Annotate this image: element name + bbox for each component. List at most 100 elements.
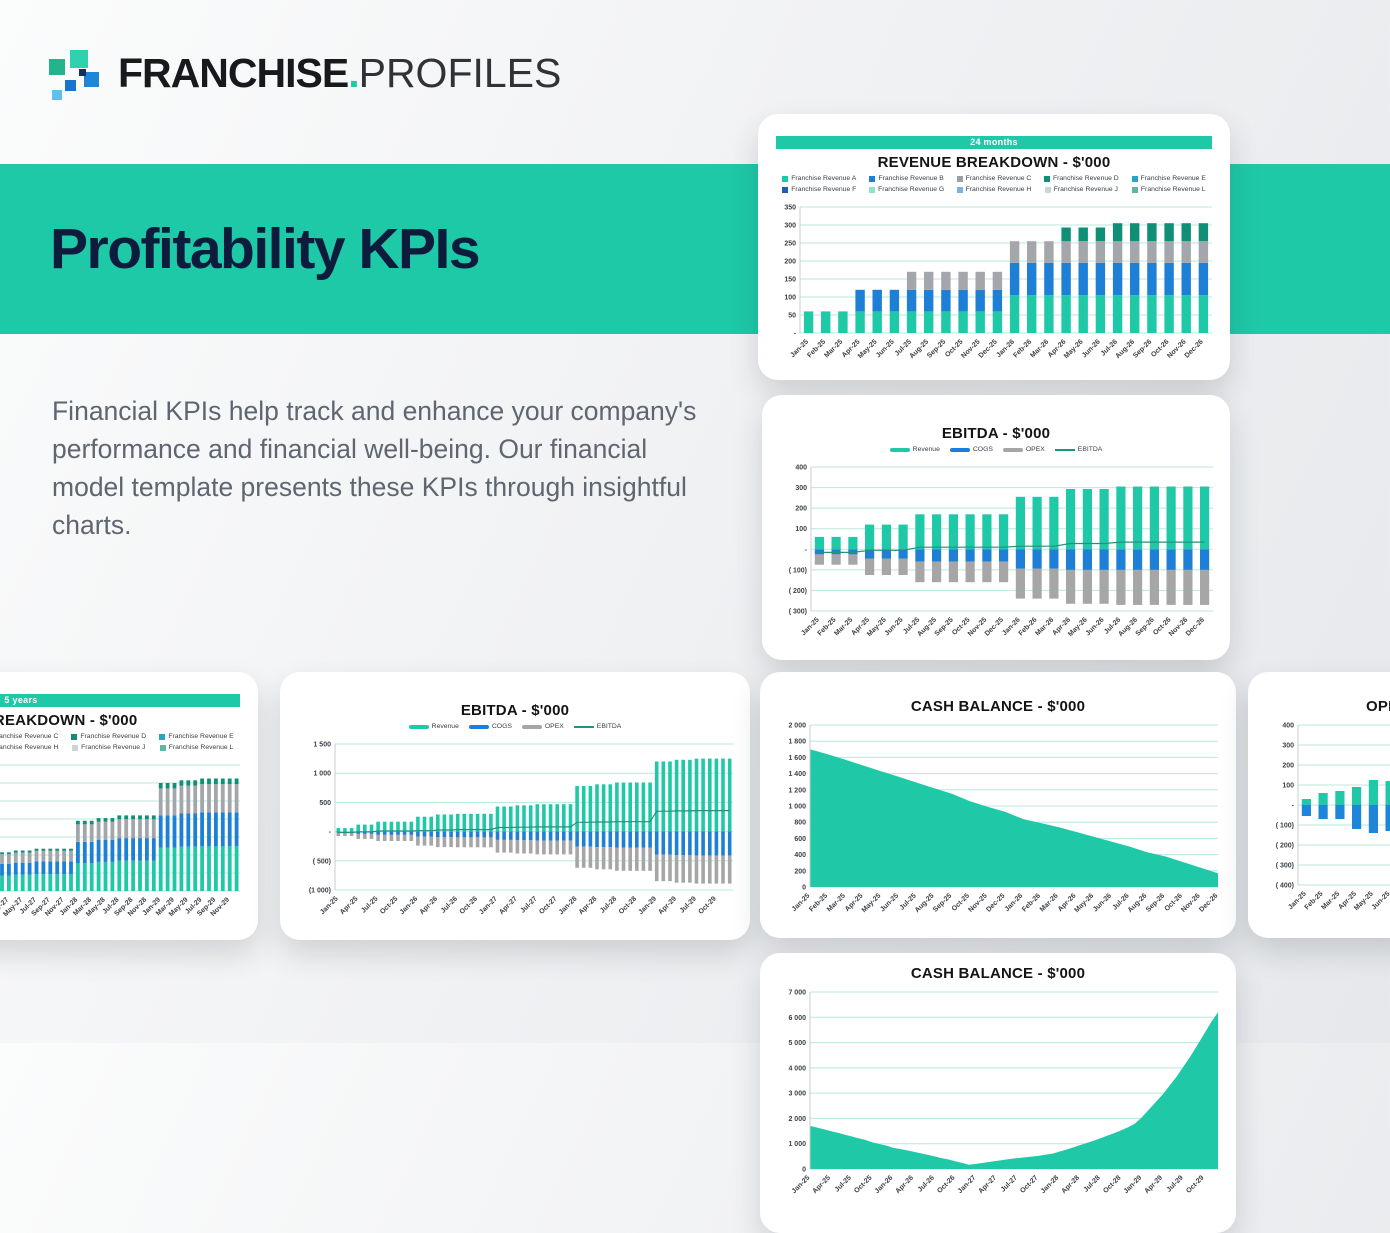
- legend-swatch-icon: [1132, 187, 1138, 193]
- svg-text:1 400: 1 400: [788, 771, 806, 778]
- svg-text:Jul-28: Jul-28: [599, 895, 618, 914]
- svg-text:Jun-25: Jun-25: [875, 338, 896, 359]
- svg-text:Oct-28: Oct-28: [1102, 1174, 1122, 1194]
- svg-text:May-25: May-25: [1353, 890, 1375, 912]
- svg-text:300: 300: [784, 223, 796, 230]
- svg-text:Apr-27: Apr-27: [498, 895, 519, 916]
- chart-title: EBITDA - $'000: [280, 702, 750, 719]
- svg-text:Dec-26: Dec-26: [1184, 338, 1205, 359]
- svg-text:1 600: 1 600: [788, 755, 806, 762]
- svg-text:Apr-29: Apr-29: [657, 895, 678, 916]
- svg-text:Jul-26: Jul-26: [440, 895, 459, 914]
- svg-text:Jul-29: Jul-29: [1166, 1174, 1185, 1193]
- svg-text:May-26: May-26: [1073, 892, 1095, 914]
- svg-text:Dec-26: Dec-26: [1198, 892, 1219, 913]
- svg-text:Jan-25: Jan-25: [319, 895, 340, 916]
- svg-text:May-26: May-26: [1067, 616, 1089, 638]
- svg-text:Jun-25: Jun-25: [1371, 890, 1390, 911]
- svg-text:350: 350: [784, 205, 796, 212]
- legend-item: Franchise Revenue G: [863, 185, 950, 195]
- svg-text:Feb-25: Feb-25: [808, 892, 829, 913]
- svg-text:Feb-26: Feb-26: [1021, 892, 1042, 913]
- svg-text:400: 400: [795, 465, 807, 472]
- svg-text:May-25: May-25: [857, 338, 879, 360]
- logo-dot: .: [348, 50, 358, 96]
- svg-text:Nov-25: Nov-25: [967, 892, 989, 914]
- svg-text:Jul-28: Jul-28: [1083, 1174, 1102, 1193]
- svg-text:Oct-27: Oct-27: [538, 895, 558, 915]
- svg-text:Jan-26: Jan-26: [399, 895, 420, 916]
- svg-text:( 200): ( 200): [789, 588, 807, 595]
- legend-swatch-icon: [890, 448, 910, 452]
- svg-text:150: 150: [784, 277, 796, 284]
- revenue-breakdown-24m-chart: 35030025020015010050-Jan-25Feb-25Mar-25A…: [768, 199, 1220, 375]
- svg-text:Apr-26: Apr-26: [894, 1174, 915, 1195]
- svg-text:May-25: May-25: [861, 892, 883, 914]
- svg-text:Oct-25: Oct-25: [853, 1174, 873, 1194]
- svg-text:Jun-25: Jun-25: [884, 616, 905, 637]
- svg-text:Oct-27: Oct-27: [1019, 1174, 1039, 1194]
- svg-text:1 000: 1 000: [788, 1141, 806, 1148]
- description-text: Financial KPIs help track and enhance yo…: [52, 392, 717, 544]
- legend-item: Franchise Revenue F: [776, 185, 863, 195]
- svg-text:1 000: 1 000: [788, 804, 806, 811]
- svg-text:0: 0: [802, 1167, 806, 1174]
- svg-text:( 200): ( 200): [1276, 843, 1294, 850]
- svg-text:4 000: 4 000: [788, 1065, 806, 1072]
- svg-text:Apr-28: Apr-28: [1060, 1174, 1081, 1195]
- svg-text:( 400): ( 400): [1276, 883, 1294, 890]
- chart-title: CASH BALANCE - $'000: [760, 965, 1236, 982]
- svg-text:Aug-26: Aug-26: [1127, 892, 1149, 914]
- legend-swatch-icon: [1055, 449, 1075, 451]
- legend-swatch-icon: [869, 187, 875, 193]
- legend-item: OPEX: [1003, 445, 1045, 455]
- svg-text:May-25: May-25: [866, 616, 888, 638]
- legend-item: Franchise Revenue H: [950, 185, 1037, 195]
- legend-item: Revenue: [409, 722, 459, 732]
- svg-text:( 300): ( 300): [789, 609, 807, 616]
- svg-text:50: 50: [788, 313, 796, 320]
- svg-text:Jan-28: Jan-28: [1040, 1174, 1061, 1195]
- svg-text:-: -: [329, 829, 332, 836]
- svg-text:(1 000): (1 000): [309, 888, 331, 895]
- svg-text:600: 600: [794, 836, 806, 843]
- svg-text:200: 200: [795, 506, 807, 513]
- svg-text:May-26: May-26: [1063, 338, 1085, 360]
- svg-text:Jan-25: Jan-25: [791, 1174, 812, 1195]
- legend-item: Franchise Revenue B: [863, 174, 950, 184]
- legend-item: EBITDA: [574, 722, 622, 732]
- legend-swatch-icon: [71, 734, 77, 740]
- svg-text:500: 500: [319, 800, 331, 807]
- svg-text:( 300): ( 300): [1276, 863, 1294, 870]
- svg-text:Jan-29: Jan-29: [1123, 1174, 1144, 1195]
- svg-text:Jul-25: Jul-25: [360, 895, 379, 914]
- logo-light: PROFILES: [359, 50, 562, 96]
- svg-text:Sep-25: Sep-25: [934, 616, 955, 637]
- revenue-breakdown-24m-card: 24 months REVENUE BREAKDOWN - $'000 Fran…: [758, 114, 1230, 380]
- svg-text:Mar-25: Mar-25: [823, 338, 844, 359]
- legend-swatch-icon: [869, 176, 875, 182]
- svg-text:Apr-28: Apr-28: [578, 895, 599, 916]
- svg-text:2 000: 2 000: [788, 723, 806, 730]
- chart-title: REVENUE BREAKDOWN - $'000: [0, 712, 258, 729]
- svg-text:7 000: 7 000: [788, 990, 806, 997]
- legend-swatch-icon: [469, 725, 489, 729]
- legend-item: Franchise Revenue D: [65, 732, 153, 742]
- svg-text:1 000: 1 000: [313, 771, 331, 778]
- legend-item: COGS: [950, 445, 993, 455]
- svg-text:Jan-29: Jan-29: [637, 895, 658, 916]
- svg-text:Apr-27: Apr-27: [977, 1174, 998, 1195]
- svg-text:Jul-29: Jul-29: [679, 895, 698, 914]
- svg-text:2 000: 2 000: [788, 1116, 806, 1123]
